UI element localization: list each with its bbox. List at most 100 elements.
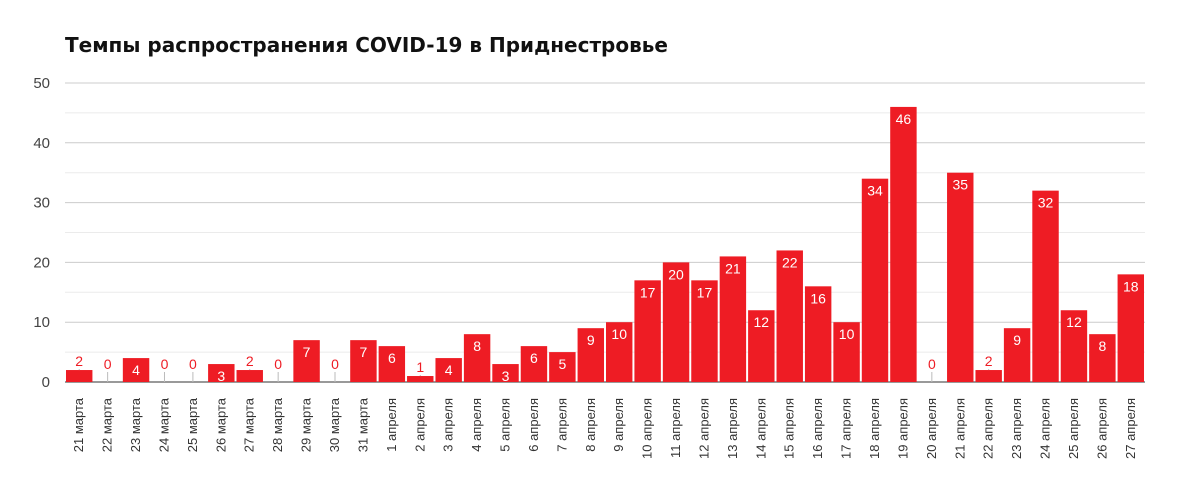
x-tick-label: 22 марта (100, 397, 115, 452)
data-label: 2 (75, 353, 83, 369)
data-label: 0 (928, 356, 936, 372)
data-label: 3 (217, 368, 225, 384)
bar (691, 280, 718, 382)
bar (1003, 328, 1031, 382)
x-axis-ticks: 21 марта 22 марта 23 марта 24 марта 25 марта… (71, 397, 1138, 459)
bar (293, 340, 320, 382)
data-label: 5 (558, 356, 566, 372)
bar (492, 364, 519, 382)
x-tick-label: 21 марта (71, 397, 86, 452)
data-label: 17 (697, 284, 713, 300)
x-tick-label: 25 апреля (1066, 398, 1081, 459)
bar (65, 370, 93, 382)
x-tick-label: 19 апреля (895, 398, 910, 459)
bar (947, 172, 974, 382)
x-tick-label: 18 апреля (867, 398, 882, 459)
x-tick-label: 28 марта (270, 397, 285, 452)
data-label: 12 (1066, 314, 1082, 330)
x-tick-label: 31 марта (355, 397, 370, 452)
y-tick-label: 30 (33, 195, 50, 212)
data-label: 20 (668, 266, 684, 282)
bar (208, 364, 235, 382)
bar (1060, 310, 1088, 382)
data-label: 10 (839, 326, 855, 342)
x-tick-label: 3 апреля (441, 398, 456, 452)
chart-title: Темпы распространения COVID-19 в Приднес… (65, 33, 668, 57)
data-label: 17 (640, 284, 656, 300)
data-label: 9 (1013, 332, 1021, 348)
x-tick-label: 13 апреля (725, 398, 740, 459)
data-label: 8 (473, 338, 481, 354)
data-label: 0 (104, 356, 112, 372)
bar (748, 310, 775, 382)
x-tick-label: 23 марта (128, 397, 143, 452)
x-tick-label: 8 апреля (583, 398, 598, 452)
bar (407, 376, 434, 382)
bar (1032, 190, 1059, 382)
data-label: 7 (360, 344, 368, 360)
x-tick-label: 26 марта (213, 397, 228, 452)
bar (804, 286, 832, 382)
data-label: 2 (246, 353, 254, 369)
bar (463, 334, 491, 382)
y-tick-label: 20 (33, 254, 50, 271)
data-label: 3 (502, 368, 510, 384)
bar (861, 178, 889, 382)
bar (549, 352, 576, 382)
bar (605, 322, 633, 382)
bar (236, 370, 263, 382)
x-tick-label: 10 апреля (640, 398, 655, 459)
x-tick-label: 27 марта (242, 397, 257, 452)
x-tick-label: 24 марта (156, 397, 171, 452)
x-tick-label: 4 апреля (469, 398, 484, 452)
bar (350, 340, 377, 382)
data-label: 10 (611, 326, 627, 342)
x-tick-label: 6 апреля (526, 398, 541, 452)
bar (890, 106, 917, 383)
x-tick-label: 11 апреля (668, 398, 683, 458)
data-label: 0 (161, 356, 169, 372)
x-tick-label: 22 апреля (981, 398, 996, 459)
data-label: 7 (303, 344, 311, 360)
y-tick-label: 10 (33, 314, 50, 331)
x-tick-label: 16 апреля (810, 398, 825, 459)
bar (662, 262, 690, 382)
bar (577, 328, 605, 382)
bar (435, 358, 462, 382)
data-label: 6 (388, 350, 396, 366)
x-tick-label: 25 марта (185, 397, 200, 452)
x-tick-label: 14 апреля (753, 398, 768, 459)
x-tick-label: 2 апреля (412, 398, 427, 452)
data-label: 0 (274, 356, 282, 372)
x-tick-label: 9 апреля (611, 398, 626, 452)
x-tick-label: 26 апреля (1094, 398, 1109, 459)
x-tick-label: 29 марта (299, 397, 314, 452)
x-tick-label: 20 апреля (924, 398, 939, 459)
bars (65, 106, 1145, 383)
y-tick-label: 0 (42, 374, 50, 391)
x-tick-label: 1 апреля (384, 398, 399, 452)
bar (975, 370, 1002, 382)
y-axis-ticks: 0 10 20 30 40 50 (33, 75, 50, 391)
data-label: 0 (331, 356, 339, 372)
data-label: 12 (754, 314, 770, 330)
data-label: 16 (810, 290, 826, 306)
bar (1089, 334, 1116, 382)
y-tick-label: 50 (33, 75, 50, 92)
data-label: 46 (896, 111, 912, 127)
x-tick-label: 23 апреля (1009, 398, 1024, 459)
data-label: 9 (587, 332, 595, 348)
data-label: 22 (782, 254, 798, 270)
x-tick-label: 5 апреля (498, 398, 513, 452)
x-tick-label: 30 марта (327, 397, 342, 452)
data-label: 0 (189, 356, 197, 372)
grid-lines (65, 82, 1145, 383)
bar (520, 346, 548, 382)
bar (776, 250, 803, 382)
x-tick-label: 12 апреля (696, 398, 711, 459)
data-label: 2 (985, 353, 993, 369)
bar (122, 358, 150, 382)
y-tick-label: 40 (33, 135, 50, 152)
